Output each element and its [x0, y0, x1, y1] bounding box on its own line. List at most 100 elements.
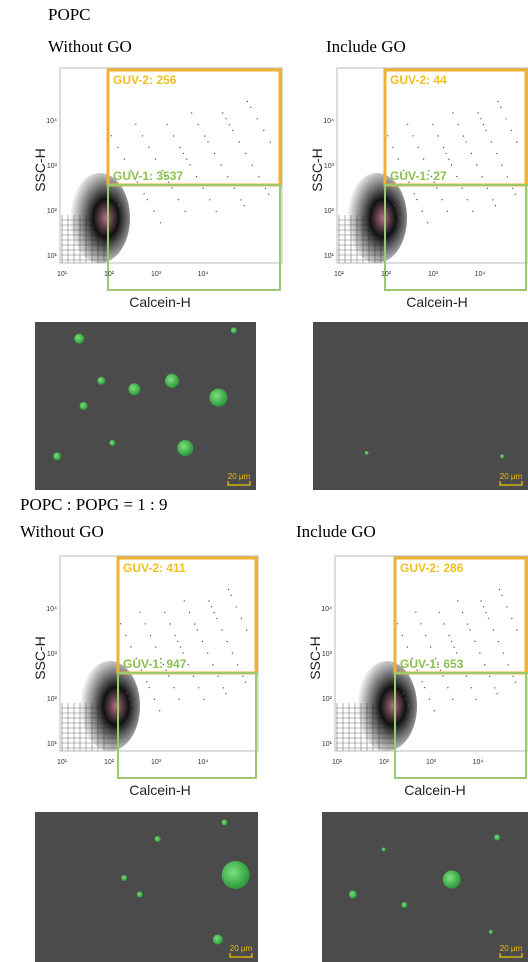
event [460, 663, 463, 666]
event [453, 646, 455, 648]
event [482, 606, 485, 608]
event [249, 106, 252, 109]
y-tick-label: 10³ [324, 163, 335, 170]
x-tick-label: 10⁴ [198, 271, 209, 278]
event [165, 669, 167, 671]
event [264, 187, 267, 190]
event [511, 187, 514, 190]
event [420, 623, 422, 625]
vesicle [494, 834, 501, 841]
x-axis-label: Calcein-H [129, 782, 190, 798]
x-axis-label: Calcein-H [129, 294, 190, 310]
event [497, 100, 499, 103]
event [514, 193, 517, 195]
gate-guv1 [384, 184, 527, 291]
event [496, 693, 498, 695]
event [169, 623, 171, 625]
event [245, 152, 247, 155]
y-tick-label: 10³ [322, 651, 333, 658]
event [155, 646, 157, 648]
event [405, 698, 407, 700]
event [149, 634, 152, 637]
micrograph: 20 µm [35, 322, 256, 490]
event [429, 646, 432, 648]
event [492, 629, 495, 631]
y-axis-label: SSC-H [307, 636, 323, 680]
event [172, 135, 175, 137]
event [216, 617, 218, 620]
event [416, 198, 418, 201]
event [225, 693, 227, 695]
event [506, 606, 508, 608]
event [428, 170, 430, 172]
event [208, 199, 211, 201]
event [402, 169, 405, 172]
event [457, 123, 459, 126]
event [121, 681, 123, 683]
scale-bar-label: 20 µm [500, 944, 523, 953]
event [139, 611, 141, 613]
gate-guv1 [117, 672, 257, 779]
event [393, 204, 396, 206]
vesicle [128, 383, 141, 396]
event [455, 652, 458, 654]
event [258, 176, 260, 178]
vesicle [136, 891, 143, 898]
event [406, 123, 409, 126]
event [430, 175, 433, 178]
vesicle [53, 452, 62, 461]
panel-label: Without GO [20, 522, 104, 541]
event [421, 210, 423, 212]
event [421, 681, 423, 683]
event [480, 600, 482, 602]
event [485, 129, 487, 132]
event [422, 158, 425, 160]
event [480, 118, 482, 120]
event [437, 663, 439, 666]
event [235, 606, 237, 608]
x-tick-label: 10⁴ [473, 759, 484, 766]
event [484, 664, 486, 666]
event [182, 652, 184, 654]
event [135, 123, 137, 126]
event [461, 187, 463, 189]
event [130, 646, 132, 648]
event [213, 152, 216, 155]
event [507, 664, 509, 666]
event [187, 663, 189, 666]
y-tick-label: 10³ [47, 651, 58, 658]
scatter-plot: GUV-2: 411 GUV-1: 947 SSC-H Calcein-H 10¹ 10¹… [32, 555, 259, 798]
event [413, 193, 415, 195]
event [240, 199, 242, 201]
event [450, 164, 453, 166]
event [469, 629, 471, 631]
event [210, 606, 213, 608]
event [475, 698, 477, 701]
event [201, 640, 204, 643]
gate-label: GUV-2: 256 [113, 73, 177, 87]
event [256, 118, 258, 120]
gate-guv1 [107, 184, 281, 291]
event [500, 106, 502, 109]
event [222, 687, 224, 689]
x-tick-label: 10³ [426, 759, 437, 766]
event-cloud [347, 173, 407, 263]
event [396, 210, 398, 212]
event [448, 158, 450, 160]
event [186, 158, 188, 160]
event [461, 611, 464, 614]
event [154, 158, 157, 160]
event [131, 704, 133, 706]
gate-label: GUV-1: 3537 [113, 169, 183, 183]
micrograph-bg [35, 322, 256, 490]
event [470, 152, 473, 155]
event [425, 634, 427, 637]
event [487, 617, 490, 620]
event [212, 664, 214, 666]
event [477, 112, 479, 114]
event [479, 652, 481, 654]
event [410, 710, 412, 712]
event [269, 141, 272, 143]
event [437, 135, 439, 137]
event [196, 629, 198, 631]
